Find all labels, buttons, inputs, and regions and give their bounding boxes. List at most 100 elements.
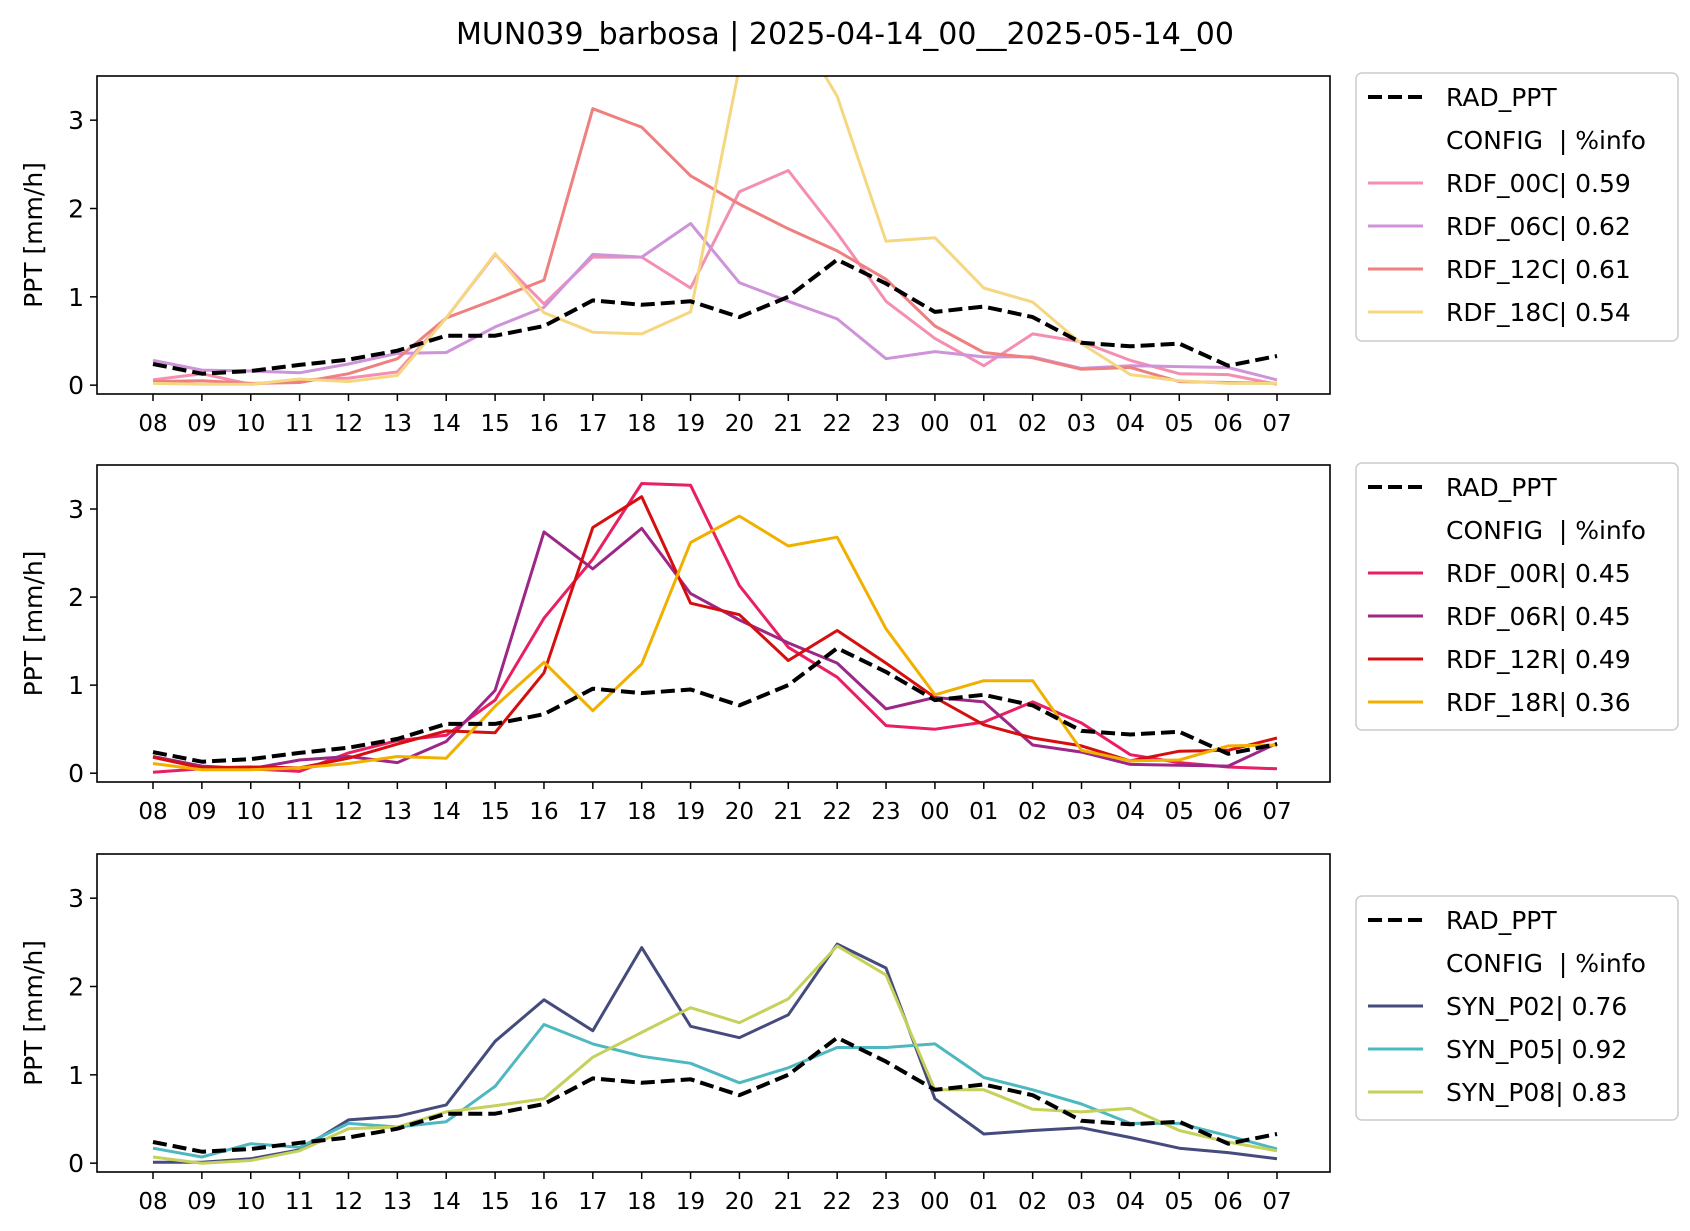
x-tick-label: 11 xyxy=(285,799,314,825)
y-tick-label: 1 xyxy=(68,1061,84,1090)
x-tick-label: 15 xyxy=(480,1189,509,1215)
x-tick-label: 07 xyxy=(1262,799,1291,825)
legend-entry: RDF_06C| 0.62 xyxy=(1446,212,1631,241)
x-tick-label: 18 xyxy=(627,1189,656,1215)
x-tick-label: 23 xyxy=(871,411,900,437)
legend-box xyxy=(1355,895,1679,1121)
x-tick-label: 13 xyxy=(383,799,412,825)
y-tick-label: 3 xyxy=(68,106,84,135)
x-tick-label: 07 xyxy=(1262,411,1291,437)
x-tick-label: 11 xyxy=(285,1189,314,1215)
x-tick-label: 02 xyxy=(1018,799,1047,825)
y-axis-label: PPT [mm/h] xyxy=(19,940,48,1086)
x-tick-label: 01 xyxy=(969,799,998,825)
axes-frame xyxy=(96,853,1331,1173)
legend: RAD_PPT CONFIG | %info RDF_00C| 0.59 RDF_06… xyxy=(1355,72,1679,342)
series-line-rdf-00c xyxy=(152,169,1278,386)
series-line-rad-ppt xyxy=(152,1035,1278,1154)
x-tick-label: 14 xyxy=(432,799,461,825)
x-tick-label: 16 xyxy=(529,1189,558,1215)
x-tick-label: 13 xyxy=(383,1189,412,1215)
series-line-syn-p05 xyxy=(152,1023,1278,1159)
x-tick-label: 23 xyxy=(871,799,900,825)
y-tick-label: 1 xyxy=(68,283,84,312)
x-tick-label: 18 xyxy=(627,411,656,437)
x-tick-label: 21 xyxy=(774,411,803,437)
axes-frame xyxy=(96,75,1331,395)
x-tick-label: 01 xyxy=(969,411,998,437)
x-tick-label: 07 xyxy=(1262,1189,1291,1215)
series-line-syn-p02 xyxy=(153,942,1278,1164)
x-tick-label: 03 xyxy=(1067,799,1096,825)
x-tick-label: 04 xyxy=(1116,799,1145,825)
legend-entry: RDF_06R| 0.45 xyxy=(1446,602,1631,631)
x-tick-label: 06 xyxy=(1213,799,1242,825)
legend-entry: RAD_PPT xyxy=(1446,906,1557,935)
series-line-rdf-18r xyxy=(152,514,1278,772)
x-tick-label: 20 xyxy=(725,1189,754,1215)
y-tick-label: 2 xyxy=(68,583,84,612)
legend-entry: RDF_12C| 0.61 xyxy=(1446,255,1631,284)
y-axis-label: PPT [mm/h] xyxy=(19,162,48,308)
y-tick-label: 0 xyxy=(68,759,84,788)
x-tick-label: 00 xyxy=(920,1189,949,1215)
legend-box xyxy=(1355,72,1679,342)
series-line-rdf-00r xyxy=(152,482,1278,774)
legend-entry: RAD_PPT xyxy=(1446,83,1557,112)
x-tick-label: 14 xyxy=(432,411,461,437)
y-tick-label: 0 xyxy=(68,1149,84,1178)
x-tick-label: 05 xyxy=(1165,1189,1194,1215)
series-line-rdf-12r xyxy=(152,495,1278,770)
x-tick-label: 15 xyxy=(480,411,509,437)
legend-header: CONFIG | %info xyxy=(1446,516,1646,545)
y-tick-label: 2 xyxy=(68,973,84,1002)
x-tick-label: 06 xyxy=(1213,1189,1242,1215)
x-tick-label: 00 xyxy=(920,411,949,437)
series-line-rdf-18c xyxy=(152,76,1277,386)
series-line-rdf-06c xyxy=(152,222,1278,382)
y-tick-label: 3 xyxy=(68,495,84,524)
y-axis-label: PPT [mm/h] xyxy=(19,551,48,697)
x-tick-label: 04 xyxy=(1116,1189,1145,1215)
legend-entry: SYN_P08| 0.83 xyxy=(1446,1078,1627,1107)
x-tick-label: 20 xyxy=(725,411,754,437)
x-tick-label: 22 xyxy=(823,1189,852,1215)
x-tick-label: 17 xyxy=(578,1189,607,1215)
x-tick-label: 19 xyxy=(676,799,705,825)
x-tick-label: 10 xyxy=(236,411,265,437)
x-tick-label: 02 xyxy=(1018,411,1047,437)
x-tick-label: 10 xyxy=(236,1189,265,1215)
y-tick-label: 3 xyxy=(68,884,84,913)
legend-header: CONFIG | %info xyxy=(1446,126,1646,155)
x-tick-label: 09 xyxy=(187,411,216,437)
x-tick-label: 05 xyxy=(1165,411,1194,437)
x-tick-label: 05 xyxy=(1165,799,1194,825)
x-tick-label: 12 xyxy=(334,411,363,437)
x-tick-label: 17 xyxy=(578,411,607,437)
x-tick-label: 09 xyxy=(187,799,216,825)
x-tick-label: 23 xyxy=(871,1189,900,1215)
x-tick-label: 08 xyxy=(138,411,167,437)
y-tick-label: 1 xyxy=(68,671,84,700)
x-tick-label: 15 xyxy=(480,799,509,825)
x-tick-label: 03 xyxy=(1067,1189,1096,1215)
series-line-syn-p08 xyxy=(152,944,1278,1165)
x-tick-label: 12 xyxy=(334,799,363,825)
legend: RAD_PPT CONFIG | %info RDF_00R| 0.45 RDF_06… xyxy=(1355,462,1679,731)
x-tick-label: 17 xyxy=(578,799,607,825)
x-tick-label: 14 xyxy=(432,1189,461,1215)
x-tick-label: 21 xyxy=(774,1189,803,1215)
x-tick-label: 16 xyxy=(529,799,558,825)
x-tick-label: 11 xyxy=(285,411,314,437)
legend-box xyxy=(1355,462,1679,731)
x-tick-label: 03 xyxy=(1067,411,1096,437)
y-tick-label: 0 xyxy=(68,371,84,400)
x-tick-label: 22 xyxy=(823,799,852,825)
x-tick-label: 21 xyxy=(774,799,803,825)
legend-entry: RDF_00C| 0.59 xyxy=(1446,169,1631,198)
series-group xyxy=(152,76,1278,386)
